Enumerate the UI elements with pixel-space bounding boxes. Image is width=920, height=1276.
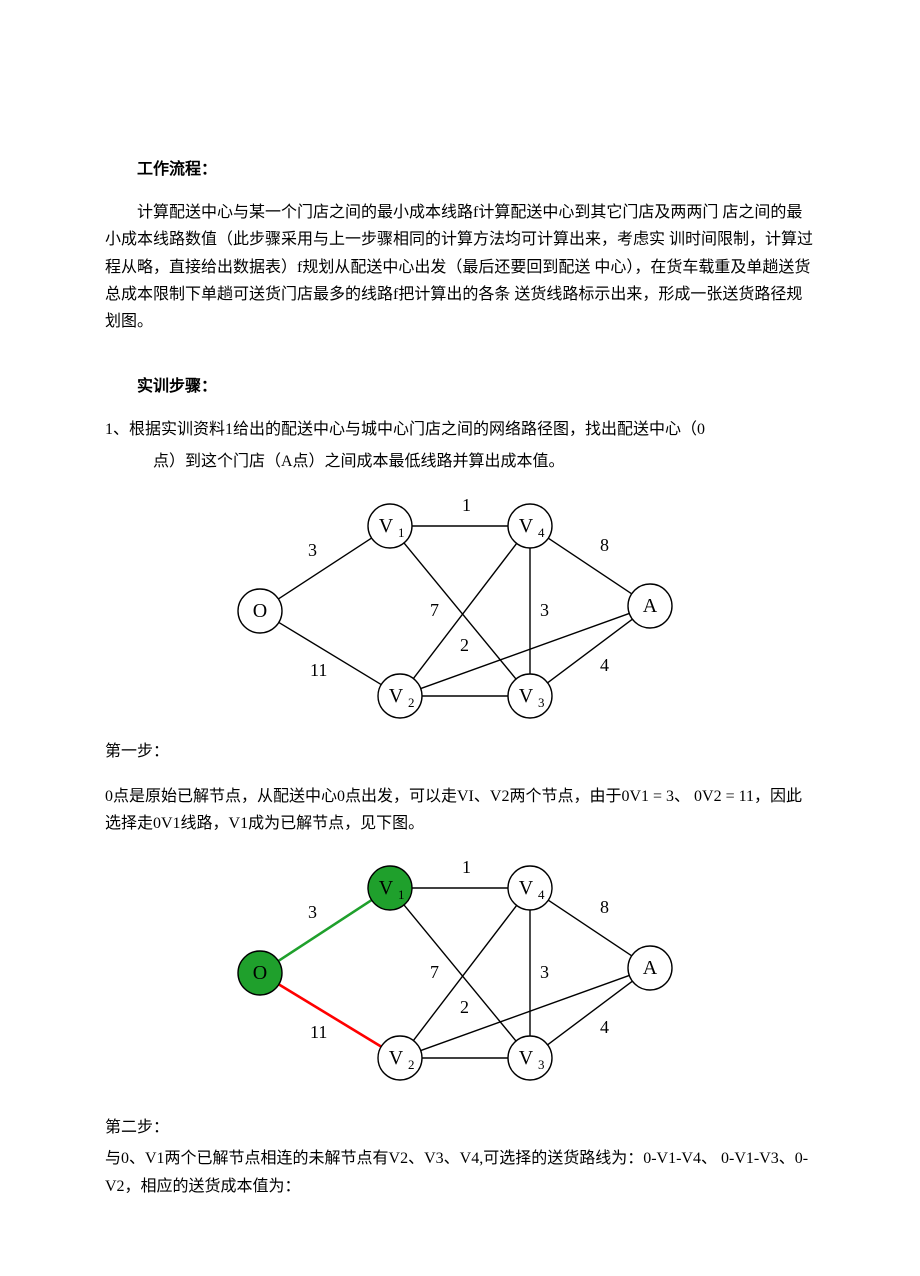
edge-weight-V3-A: 4 — [600, 1017, 609, 1037]
edge-weight-O-V1: 3 — [308, 902, 317, 922]
node-label-V1: V — [379, 515, 394, 537]
node-label-V3: V — [519, 685, 534, 707]
edge-weight-O-V2: 11 — [310, 660, 327, 680]
node-sub-V1: 1 — [398, 887, 405, 902]
node-sub-V3: 3 — [538, 695, 545, 710]
step1-substep-heading: 第一步： — [105, 738, 815, 765]
node-label-V4: V — [519, 877, 534, 899]
edge-weight-V1-V4: 1 — [462, 857, 471, 877]
node-label-V1: V — [379, 877, 394, 899]
step2-body: 与0、V1两个已解节点相连的未解节点有V2、V3、V4,可选择的送货路线为：0-… — [105, 1145, 815, 1199]
edge-weight-V3-A: 4 — [600, 655, 609, 675]
document-page: 工作流程： 计算配送中心与某一个门店之间的最小成本线路f计算配送中心到其它门店及… — [0, 0, 920, 1244]
node-label-A: A — [643, 595, 658, 617]
edge-V3-A — [548, 981, 633, 1045]
graph-diagram-2: 311172348OV1V2V3V4A — [105, 843, 815, 1098]
edge-weight-V2-V4: 2 — [460, 635, 469, 655]
node-label-O: O — [253, 962, 267, 984]
node-sub-V3: 3 — [538, 1057, 545, 1072]
step1-line1: 1、根据实训资料1给出的配送中心与城中心门店之间的网络路径图，找出配送中心（0 — [105, 416, 815, 443]
steps-heading: 实训步骤： — [105, 373, 815, 400]
edge-V3-A — [548, 619, 633, 683]
edge-weight-V1-V3: 7 — [430, 962, 439, 982]
network-graph-1: 311172348OV1V2V3V4A — [200, 481, 720, 736]
edge-weight-O-V2: 11 — [310, 1022, 327, 1042]
workflow-heading: 工作流程： — [105, 156, 815, 183]
network-graph-2: 311172348OV1V2V3V4A — [200, 843, 720, 1098]
edge-O-V1 — [278, 538, 371, 599]
edge-V1-V3 — [404, 543, 516, 679]
node-sub-V2: 2 — [408, 1057, 415, 1072]
edge-weight-V4-A: 8 — [600, 535, 609, 555]
step1-line2: 点）到这个门店（A点）之间成本最低线路并算出成本值。 — [105, 448, 815, 475]
node-label-V4: V — [519, 515, 534, 537]
edge-weight-V3-V4: 3 — [540, 962, 549, 982]
edge-weight-V1-V4: 1 — [462, 495, 471, 515]
edge-weight-V3-V4: 3 — [540, 600, 549, 620]
edge-V2-V4 — [413, 906, 516, 1041]
edge-V1-V3 — [404, 905, 516, 1041]
node-label-V2: V — [389, 1047, 404, 1069]
step1-substep-body: 0点是原始已解节点，从配送中心0点出发，可以走VI、V2两个节点，由于0V1 =… — [105, 783, 815, 837]
edge-weight-V2-V4: 2 — [460, 997, 469, 1017]
node-label-V3: V — [519, 1047, 534, 1069]
edge-O-V2 — [279, 622, 381, 684]
workflow-paragraph: 计算配送中心与某一个门店之间的最小成本线路f计算配送中心到其它门店及两两门 店之… — [105, 199, 815, 335]
graph-diagram-1: 311172348OV1V2V3V4A — [105, 481, 815, 736]
edge-O-V2 — [279, 985, 381, 1047]
edge-weight-V4-A: 8 — [600, 897, 609, 917]
node-label-O: O — [253, 600, 267, 622]
node-label-V2: V — [389, 685, 404, 707]
step2-heading: 第二步： — [105, 1114, 815, 1141]
edge-V2-V4 — [413, 543, 516, 678]
node-sub-V4: 4 — [538, 525, 545, 540]
node-sub-V2: 2 — [408, 695, 415, 710]
edge-O-V1 — [278, 900, 371, 961]
node-label-A: A — [643, 957, 658, 979]
node-sub-V1: 1 — [398, 525, 405, 540]
edge-V4-A — [548, 538, 631, 594]
edge-weight-O-V1: 3 — [308, 540, 317, 560]
edge-V4-A — [548, 900, 631, 956]
edge-weight-V1-V3: 7 — [430, 600, 439, 620]
node-sub-V4: 4 — [538, 887, 545, 902]
